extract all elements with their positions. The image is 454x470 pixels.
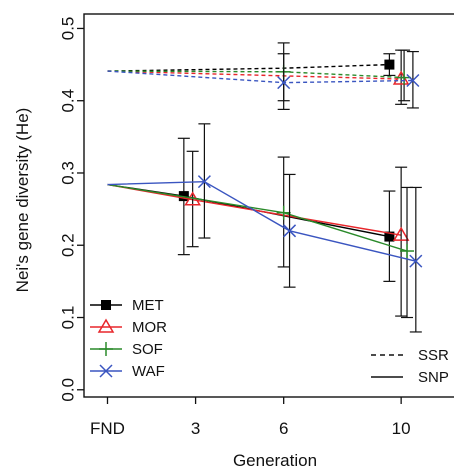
legend-label: SNP xyxy=(418,369,449,386)
legend-marker xyxy=(101,300,111,310)
series-layer xyxy=(107,42,423,333)
legend-item-sof: SOF xyxy=(90,341,163,358)
legend-item-ssr: SSR xyxy=(371,347,449,364)
legend-item-snp: SNP xyxy=(371,369,449,386)
x-tick-label: 10 xyxy=(392,419,411,438)
x-axis-label: Generation xyxy=(233,451,317,470)
legend-label: SSR xyxy=(418,347,449,364)
data-point xyxy=(277,76,291,90)
series-mor-snp xyxy=(107,150,410,317)
series-waf-snp xyxy=(107,123,423,333)
y-axis: 0.0 0.1 0.2 0.3 0.4 0.5 xyxy=(59,17,84,402)
data-point xyxy=(406,73,420,88)
data-point xyxy=(197,175,211,189)
legend-item-met: MET xyxy=(90,297,164,314)
y-tick-label: 0.4 xyxy=(59,89,78,113)
data-point xyxy=(397,70,412,85)
legend-marker xyxy=(99,364,113,378)
series-mor-ssr xyxy=(107,49,410,105)
series-line xyxy=(107,63,390,72)
legend-marker xyxy=(97,318,115,333)
legend-marker xyxy=(99,342,113,356)
data-point xyxy=(384,231,395,242)
x-tick-label: 6 xyxy=(279,419,288,438)
legend-label: SOF xyxy=(132,341,163,358)
legend-label: MOR xyxy=(132,319,167,336)
series-line xyxy=(107,183,408,252)
data-point xyxy=(384,59,395,70)
legend-item-waf: WAF xyxy=(90,363,165,380)
plot-border xyxy=(83,13,454,398)
series-sof-ssr xyxy=(107,42,412,102)
data-point xyxy=(276,205,291,220)
data-point xyxy=(400,244,415,259)
series-line xyxy=(107,70,402,80)
error-bar xyxy=(409,186,422,333)
x-axis: FND 3 6 10 xyxy=(90,397,411,438)
y-tick-label: 0.1 xyxy=(59,306,78,330)
data-point xyxy=(283,224,297,238)
data-point xyxy=(409,254,423,268)
y-tick-label: 0.3 xyxy=(59,161,78,185)
series-sof-snp xyxy=(107,156,415,319)
legend-label: MET xyxy=(132,297,164,314)
y-tick-label: 0.5 xyxy=(59,17,78,41)
y-tick-label: 0.2 xyxy=(59,233,78,257)
x-tick-label: 3 xyxy=(191,419,200,438)
y-axis-label: Nei's gene diversity (He) xyxy=(13,108,32,293)
series-waf-ssr xyxy=(107,50,420,110)
x-tick-label: FND xyxy=(90,419,125,438)
error-bar xyxy=(395,166,408,317)
legend-item-mor: MOR xyxy=(90,318,167,336)
y-tick-label: 0.0 xyxy=(59,378,78,402)
plot-frame xyxy=(83,13,454,398)
series-line xyxy=(107,180,416,262)
legend-label: WAF xyxy=(132,363,165,380)
legend: MET MOR SOF WAF SSR SNP xyxy=(90,297,449,386)
error-bar xyxy=(186,150,199,248)
data-point xyxy=(392,226,410,241)
error-bar xyxy=(277,53,290,110)
